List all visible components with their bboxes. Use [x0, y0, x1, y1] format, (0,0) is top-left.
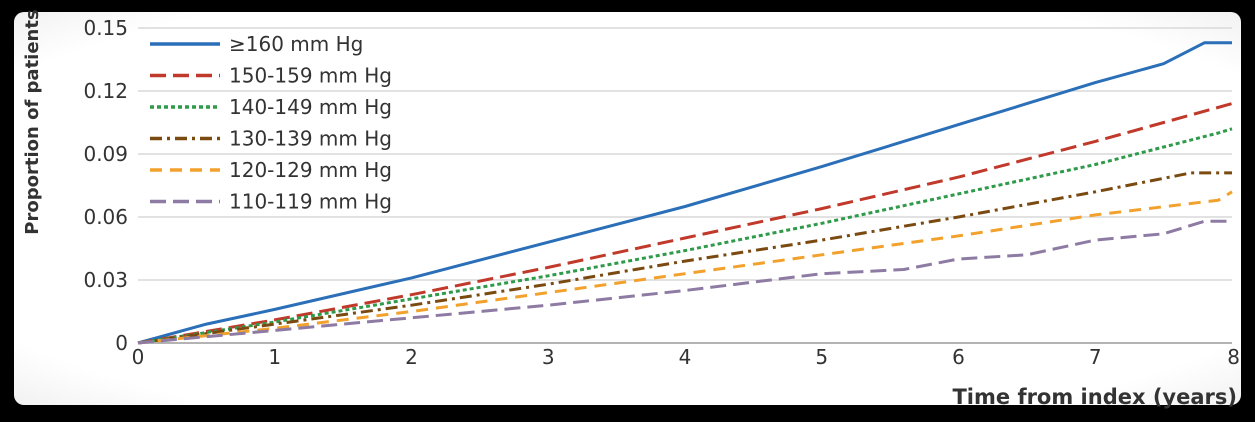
x-tick-label: 8 — [1227, 345, 1240, 369]
y-tick-label: 0.15 — [83, 16, 128, 40]
legend-label: 140-149 mm Hg — [229, 95, 392, 119]
series-line — [137, 171, 1232, 345]
y-tick-label: 0.09 — [83, 142, 128, 166]
series-line — [137, 41, 1232, 345]
legend-label: 110-119 mm Hg — [229, 190, 392, 214]
x-tick-label: 0 — [132, 345, 145, 369]
y-tick-label: 0 — [115, 331, 128, 355]
legend-label: 150-159 mm Hg — [229, 64, 392, 88]
series-line — [137, 219, 1232, 345]
axes: 0 0.03 0.06 0.09 0.12 0.15 0 1 2 3 4 5 6 7 8 — [83, 16, 1240, 369]
legend-label: ≥160 mm Hg — [229, 32, 363, 56]
y-axis-label: Proportion of patients — [22, 9, 43, 234]
x-tick-label: 5 — [815, 345, 828, 369]
series-line — [137, 102, 1233, 345]
legend: ≥160 mm Hg 150-159 mm Hg 140-149 mm Hg 130-… — [150, 32, 392, 214]
y-tick-label: 0.12 — [83, 79, 128, 103]
series-lines — [137, 41, 1233, 345]
y-tick-label: 0.03 — [83, 268, 128, 292]
x-tick-label: 7 — [1089, 345, 1102, 369]
x-tick-label: 2 — [405, 345, 418, 369]
grid-lines — [138, 27, 1232, 281]
x-tick-label: 3 — [542, 345, 555, 369]
x-tick-label: 6 — [952, 345, 965, 369]
x-axis-label: Time from index (years) — [952, 385, 1237, 409]
x-tick-label: 4 — [679, 345, 692, 369]
series-line — [137, 127, 1233, 345]
x-tick-label: 1 — [268, 345, 281, 369]
legend-label: 120-129 mm Hg — [229, 158, 392, 182]
plot-background — [14, 12, 1241, 405]
y-tick-label: 0.06 — [83, 205, 128, 229]
series-line — [137, 190, 1233, 345]
legend-label: 130-139 mm Hg — [229, 127, 392, 151]
